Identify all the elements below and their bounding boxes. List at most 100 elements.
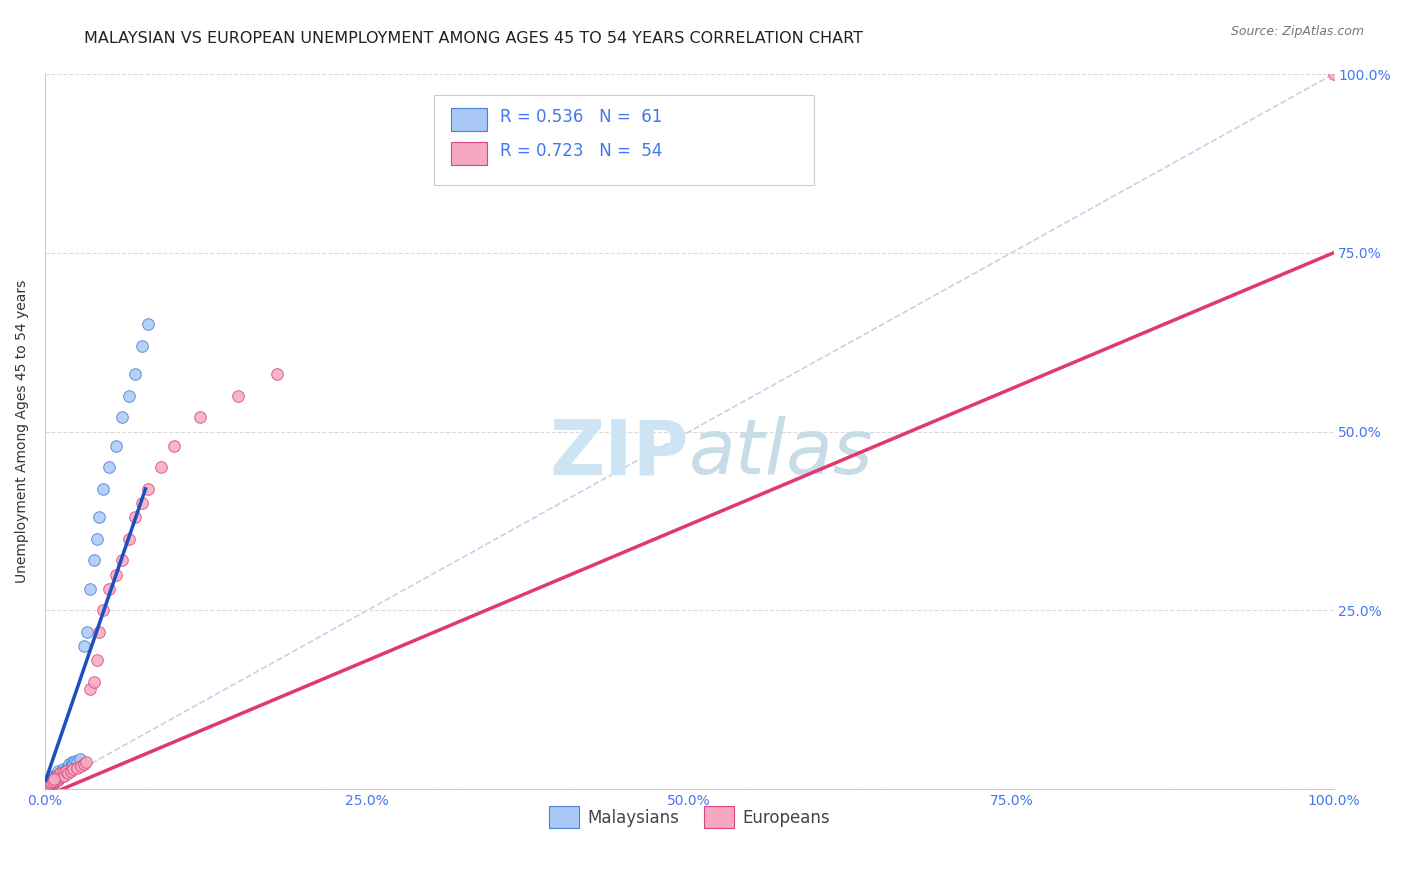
Point	[41, 775, 63, 789]
Point	[59, 764, 82, 779]
Point	[188, 410, 211, 425]
Point	[35, 780, 58, 795]
Point	[66, 755, 89, 769]
Point	[131, 339, 153, 353]
Point	[42, 772, 65, 787]
Point	[76, 624, 98, 639]
Point	[59, 759, 82, 773]
Point	[55, 764, 77, 779]
Point	[37, 780, 59, 794]
Point	[69, 752, 91, 766]
Point	[49, 766, 72, 780]
Point	[41, 769, 63, 783]
Point	[62, 757, 84, 772]
Y-axis label: Unemployment Among Ages 45 to 54 years: Unemployment Among Ages 45 to 54 years	[15, 280, 30, 583]
Point	[62, 762, 84, 776]
Point	[83, 675, 105, 690]
Point	[70, 759, 93, 773]
Text: MALAYSIAN VS EUROPEAN UNEMPLOYMENT AMONG AGES 45 TO 54 YEARS CORRELATION CHART: MALAYSIAN VS EUROPEAN UNEMPLOYMENT AMONG…	[84, 31, 863, 46]
Point	[42, 772, 65, 787]
Text: R = 0.723   N =  54: R = 0.723 N = 54	[499, 142, 662, 160]
Point	[79, 582, 101, 596]
Point	[38, 779, 60, 793]
Point	[91, 603, 114, 617]
Point	[86, 532, 108, 546]
Point	[136, 482, 159, 496]
Point	[45, 768, 67, 782]
Point	[53, 768, 76, 782]
Point	[41, 776, 63, 790]
Text: atlas: atlas	[689, 416, 873, 490]
Point	[72, 639, 94, 653]
Point	[46, 771, 69, 785]
Point	[42, 772, 65, 787]
Point	[75, 755, 97, 769]
Point	[39, 776, 62, 790]
Point	[111, 553, 134, 567]
Point	[44, 772, 66, 786]
Point	[41, 777, 63, 791]
Point	[98, 460, 121, 475]
Point	[72, 757, 94, 772]
Point	[136, 318, 159, 332]
Point	[91, 482, 114, 496]
Point	[111, 410, 134, 425]
Point	[41, 773, 63, 788]
Point	[37, 777, 59, 791]
Point	[46, 772, 69, 787]
Point	[131, 496, 153, 510]
Point	[104, 567, 127, 582]
Point	[41, 772, 63, 786]
Point	[87, 510, 110, 524]
Point	[52, 762, 75, 776]
Point	[48, 771, 70, 785]
Point	[35, 780, 58, 794]
Point	[51, 769, 73, 783]
Text: Source: ZipAtlas.com: Source: ZipAtlas.com	[1230, 25, 1364, 38]
Point	[124, 368, 146, 382]
Point	[56, 762, 79, 776]
Point	[42, 775, 65, 789]
Point	[41, 778, 63, 792]
Point	[38, 778, 60, 792]
Point	[53, 769, 76, 783]
Legend: Malaysians, Europeans: Malaysians, Europeans	[541, 800, 837, 835]
Point	[83, 553, 105, 567]
Point	[60, 755, 83, 769]
Point	[37, 780, 59, 794]
Point	[39, 773, 62, 788]
Point	[41, 773, 63, 788]
Point	[56, 766, 79, 780]
Text: ZIP: ZIP	[550, 416, 689, 490]
Point	[39, 776, 62, 790]
Point	[39, 779, 62, 793]
Point	[56, 761, 79, 775]
Point	[87, 624, 110, 639]
FancyBboxPatch shape	[434, 95, 814, 185]
Point	[41, 773, 63, 788]
Point	[55, 764, 77, 779]
Point	[1322, 67, 1344, 81]
Point	[266, 368, 288, 382]
Point	[104, 439, 127, 453]
Point	[226, 389, 249, 403]
Point	[44, 773, 66, 788]
Point	[38, 778, 60, 792]
Point	[51, 764, 73, 779]
Point	[66, 761, 89, 775]
Point	[41, 775, 63, 789]
Point	[46, 764, 69, 779]
Point	[37, 779, 59, 793]
Point	[39, 779, 62, 793]
Point	[38, 777, 60, 791]
FancyBboxPatch shape	[451, 108, 486, 131]
Point	[45, 772, 67, 787]
Point	[39, 776, 62, 790]
Point	[98, 582, 121, 596]
Point	[42, 776, 65, 790]
Text: R = 0.536   N =  61: R = 0.536 N = 61	[499, 108, 662, 126]
Point	[37, 780, 59, 794]
Point	[45, 772, 67, 786]
Point	[41, 775, 63, 789]
Point	[41, 776, 63, 790]
